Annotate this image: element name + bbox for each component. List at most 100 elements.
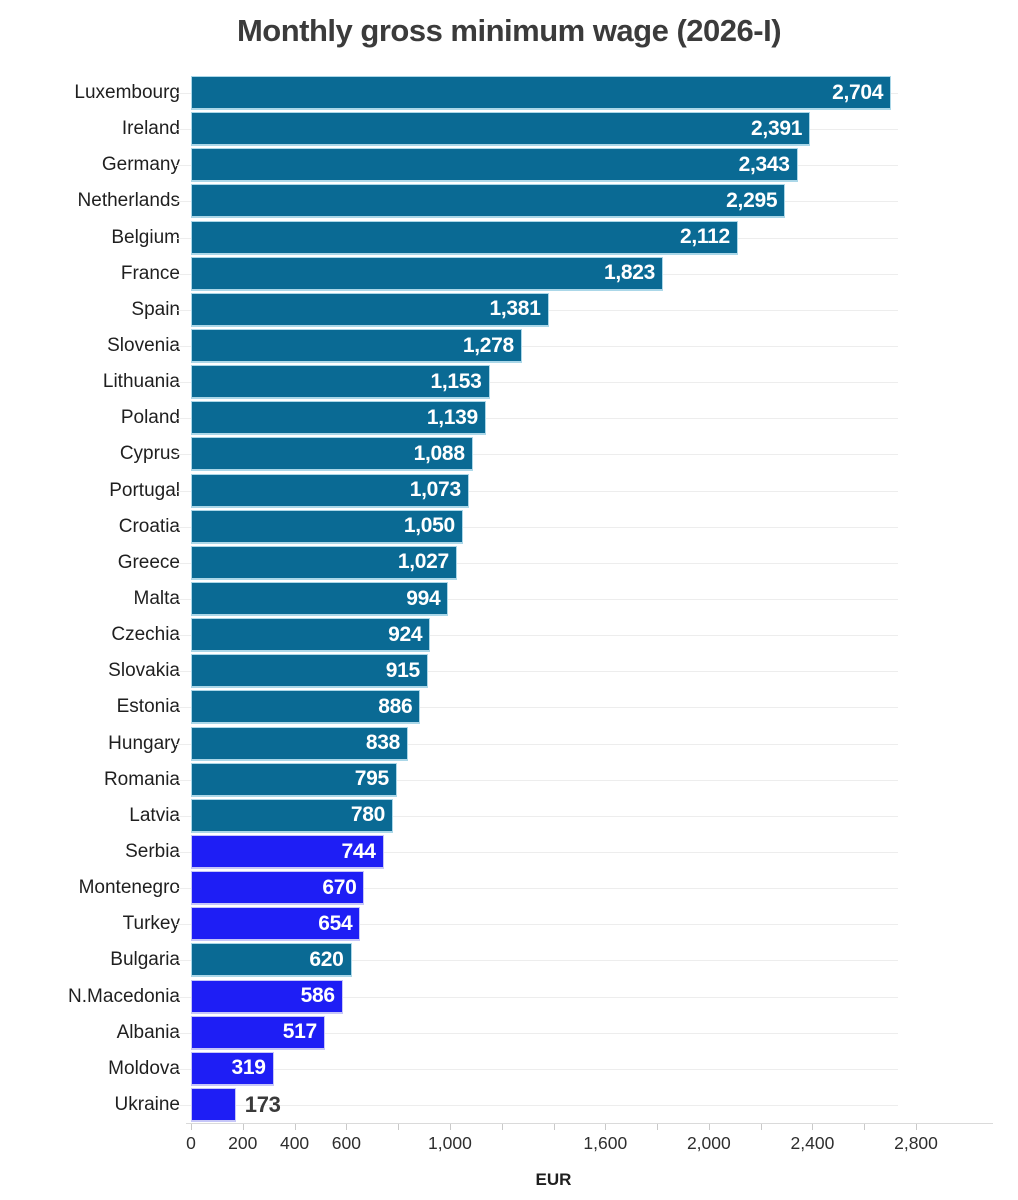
plot-cell: 886 bbox=[176, 689, 916, 725]
bar-value-label: 795 bbox=[354, 767, 389, 791]
country-label: Croatia bbox=[118, 515, 180, 537]
bar: 319 bbox=[191, 1051, 274, 1086]
bar-value-label: 2,391 bbox=[751, 116, 803, 140]
bar-row: Slovenia 1,278 bbox=[0, 328, 1018, 364]
gridline bbox=[176, 490, 898, 492]
bar-row: Portugal 1,073 bbox=[0, 473, 1018, 509]
bar: 2,112 bbox=[191, 220, 738, 255]
plot-cell: 838 bbox=[176, 726, 916, 762]
x-axis-line bbox=[186, 1123, 993, 1124]
bar: 780 bbox=[191, 798, 393, 833]
bar: 517 bbox=[191, 1015, 325, 1050]
bar-row: Ireland 2,391 bbox=[0, 111, 1018, 147]
bar-row: Germany 2,343 bbox=[0, 147, 1018, 183]
country-label: Moldova bbox=[108, 1057, 180, 1079]
bar-row: Romania 795 bbox=[0, 762, 1018, 798]
plot-cell: 924 bbox=[176, 617, 916, 653]
country-label: Serbia bbox=[125, 841, 180, 863]
bar: 1,073 bbox=[191, 473, 469, 508]
bar-value-label: 654 bbox=[318, 911, 353, 935]
gridline bbox=[176, 526, 898, 528]
bar: 886 bbox=[191, 690, 421, 725]
country-label: Hungary bbox=[108, 732, 180, 754]
plot-cell: 1,088 bbox=[176, 436, 916, 472]
bar-value-label: 915 bbox=[385, 658, 420, 682]
plot-cell: 173 bbox=[176, 1087, 916, 1123]
gridline bbox=[176, 346, 898, 348]
gridline bbox=[176, 779, 898, 781]
x-axis-tick bbox=[916, 1124, 917, 1130]
country-label: Latvia bbox=[129, 804, 180, 826]
bar-row: Greece 1,027 bbox=[0, 545, 1018, 581]
bar: 586 bbox=[191, 979, 343, 1014]
bar-value-label: 2,704 bbox=[832, 80, 884, 104]
gridline bbox=[176, 1032, 898, 1034]
plot-cell: 2,704 bbox=[176, 75, 916, 111]
country-label: Luxembourg bbox=[74, 82, 180, 104]
bar-value-label: 994 bbox=[406, 586, 441, 610]
bar-row: Albania 517 bbox=[0, 1015, 1018, 1051]
x-axis-tick bbox=[605, 1124, 607, 1130]
country-label: Portugal bbox=[109, 479, 180, 501]
gridline bbox=[176, 382, 898, 384]
x-axis-tick-label: 600 bbox=[331, 1133, 361, 1153]
x-axis-tick bbox=[760, 1124, 762, 1130]
bar-value-label: 1,050 bbox=[403, 514, 455, 538]
x-axis-tick bbox=[812, 1124, 814, 1130]
bar-value-label: 517 bbox=[282, 1020, 317, 1044]
bar-value-label: 924 bbox=[388, 622, 423, 646]
bar-row: N.Macedonia 586 bbox=[0, 979, 1018, 1015]
plot-cell: 319 bbox=[176, 1051, 916, 1087]
gridline bbox=[176, 562, 898, 564]
bar: 2,295 bbox=[191, 184, 786, 219]
bar-row: Moldova 319 bbox=[0, 1051, 1018, 1087]
x-axis-tick-label: 2,800 bbox=[894, 1133, 938, 1153]
plot-cell: 1,278 bbox=[176, 328, 916, 364]
x-axis-tick-label: 200 bbox=[228, 1133, 258, 1153]
plot-cell: 994 bbox=[176, 581, 916, 617]
bar: 670 bbox=[191, 871, 365, 906]
plot-cell: 744 bbox=[176, 834, 916, 870]
plot-area: Luxembourg 2,704 Ireland 2,391 Germany 2,343 N… bbox=[0, 75, 1018, 1123]
gridline bbox=[176, 1105, 898, 1106]
bar-value-label: 173 bbox=[244, 1091, 281, 1117]
chart-title: Monthly gross minimum wage (2026-I) bbox=[236, 13, 782, 48]
bar-value-label: 1,381 bbox=[489, 297, 541, 321]
country-label: Slovakia bbox=[108, 660, 180, 682]
x-axis-tick-label: 0 bbox=[186, 1133, 196, 1153]
country-label: N.Macedonia bbox=[68, 985, 180, 1007]
gridline bbox=[176, 888, 898, 890]
bar-row: Montenegro 670 bbox=[0, 870, 1018, 906]
bar: 2,343 bbox=[191, 148, 798, 183]
gridline bbox=[176, 1068, 898, 1070]
bar-value-label: 1,153 bbox=[430, 369, 482, 393]
plot-cell: 517 bbox=[176, 1015, 916, 1051]
gridline bbox=[176, 815, 898, 817]
plot-cell: 586 bbox=[176, 979, 916, 1015]
country-label: Slovenia bbox=[107, 335, 180, 357]
x-axis-tick bbox=[501, 1124, 503, 1130]
bar-row: Spain 1,381 bbox=[0, 292, 1018, 328]
x-axis-tick bbox=[657, 1124, 659, 1130]
gridline bbox=[176, 671, 898, 673]
country-label: Czechia bbox=[111, 624, 180, 646]
x-axis-tick-label: 2,000 bbox=[686, 1133, 731, 1153]
bar-row: Belgium 2,112 bbox=[0, 220, 1018, 256]
plot-cell: 2,295 bbox=[176, 183, 916, 219]
x-axis-tick bbox=[242, 1124, 244, 1130]
country-label: Romania bbox=[103, 768, 180, 790]
plot-cell: 1,381 bbox=[176, 292, 916, 328]
bar-value-label: 838 bbox=[365, 731, 400, 755]
x-axis-tick bbox=[346, 1124, 348, 1130]
country-label: Ireland bbox=[121, 118, 180, 140]
bar-row: Slovakia 915 bbox=[0, 653, 1018, 689]
bar: 654 bbox=[191, 907, 361, 942]
bar: 1,381 bbox=[191, 292, 549, 327]
x-axis-tick bbox=[708, 1124, 710, 1130]
bar-value-label: 1,823 bbox=[603, 261, 656, 285]
bar-value-label: 780 bbox=[350, 803, 385, 827]
bar-value-label: 886 bbox=[378, 694, 413, 718]
gridline bbox=[176, 418, 898, 420]
bar-value-label: 2,295 bbox=[726, 188, 778, 212]
